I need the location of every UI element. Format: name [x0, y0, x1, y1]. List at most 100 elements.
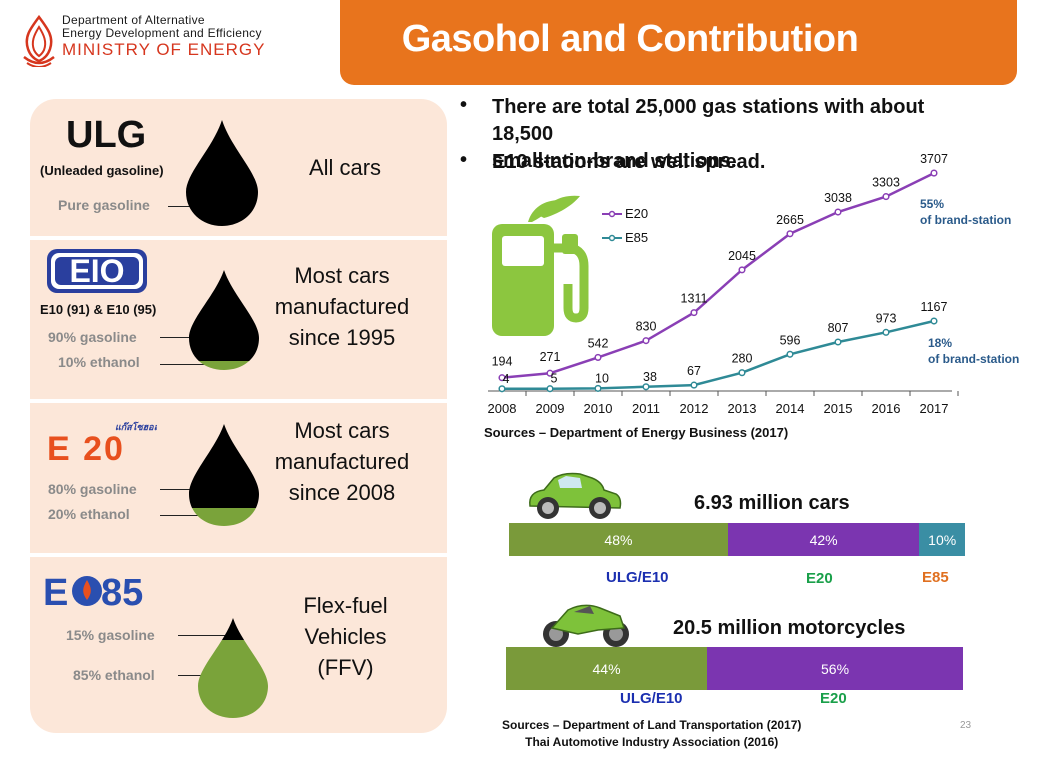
source-line: Thai Automotive Industry Association (20… — [525, 735, 779, 749]
data-point-e20 — [690, 309, 698, 317]
e20-desc-line: manufactured — [274, 449, 410, 474]
fuel-drop-e85-icon — [198, 618, 268, 718]
source-line: Sources – Department of Land Transportat… — [502, 718, 802, 732]
data-label-e20: 194 — [492, 355, 513, 369]
data-label-e20: 2665 — [776, 213, 804, 227]
data-label-e20: 3707 — [920, 152, 948, 166]
fuel-drop-e10-icon — [189, 270, 259, 370]
data-label-e85: 67 — [687, 364, 701, 378]
e20-logo-thai-text: แก๊สโซฮอล์ — [115, 421, 157, 432]
data-point-e85 — [594, 384, 602, 392]
e10-desc-line: since 1995 — [288, 325, 396, 350]
data-label-e20: 2045 — [728, 249, 756, 263]
data-label-e20: 271 — [540, 350, 561, 364]
share-segment: 10% — [919, 523, 965, 556]
e85-description: Flex-fuel Vehicles (FFV) — [288, 590, 403, 683]
data-label-e85: 973 — [876, 311, 897, 325]
data-point-e20 — [738, 266, 746, 274]
share-segment: 44% — [506, 647, 708, 690]
cars-share-bar: 48% 42% 10% — [509, 523, 965, 556]
cars-title: 6.93 million cars — [694, 492, 850, 514]
x-tick-label: 2014 — [776, 401, 805, 416]
e85-logo-icon: E 85 — [43, 572, 143, 610]
e20-desc-line: since 2008 — [288, 480, 396, 505]
x-tick-label: 2017 — [920, 401, 949, 416]
data-point-e85 — [882, 328, 890, 336]
data-point-e20 — [786, 230, 794, 238]
leader-line — [178, 635, 233, 636]
page-number: 23 — [960, 720, 972, 731]
data-point-e85 — [690, 381, 698, 389]
data-label-e20: 3038 — [824, 191, 852, 205]
data-label-e85: 280 — [732, 352, 753, 366]
leader-line — [160, 515, 220, 516]
data-point-e20 — [882, 193, 890, 201]
ulg-label: ULG — [66, 114, 147, 156]
data-label-e85: 596 — [780, 333, 801, 347]
fuel-drop-ulg-icon — [186, 120, 258, 226]
data-point-e20 — [594, 353, 602, 361]
data-label-e20: 542 — [588, 336, 609, 350]
series-line-e20 — [501, 171, 935, 379]
e85-ethanol: 85% ethanol — [73, 667, 155, 683]
bullet-marker: • — [460, 94, 468, 116]
cars-category-e20: E20 — [806, 570, 833, 587]
data-label-e85: 807 — [828, 321, 849, 335]
chart-source: Sources – Department of Energy Business … — [484, 425, 789, 440]
org-line-1: Department of Alternative — [62, 13, 205, 27]
fuel-pump-icon — [492, 195, 589, 336]
e85-gasoline: 15% gasoline — [66, 627, 155, 643]
share-segment: 42% — [727, 523, 920, 556]
x-tick-label: 2013 — [728, 401, 757, 416]
moto-category-e20: E20 — [820, 690, 847, 707]
data-label-e85: 1167 — [921, 300, 948, 314]
ministry-logo-text: Department of Alternative Energy Develop… — [62, 14, 265, 60]
bullet-line: There are total 25,000 gas stations with… — [492, 96, 925, 145]
x-tick-label: 2008 — [488, 401, 517, 416]
e10-desc-line: manufactured — [274, 294, 410, 319]
data-point-e20 — [498, 374, 506, 382]
e10-logo-icon: EIO — [47, 249, 147, 293]
e20-gasoline: 80% gasoline — [48, 481, 137, 497]
e85-share-note: 18% of brand-station — [928, 335, 1019, 367]
svg-text:E: E — [43, 572, 68, 610]
data-point-e20 — [930, 169, 938, 177]
x-tick-label: 2016 — [872, 401, 901, 416]
e20-share-note: 55% of brand-station — [920, 196, 1011, 228]
bullet-e10: E10 stations are well spread. — [492, 151, 766, 173]
cars-category-ulg-e10: ULG/E10 — [606, 569, 669, 586]
data-point-e85 — [642, 383, 650, 391]
data-label-e85: 5 — [551, 372, 558, 386]
ministry-flame-logo — [23, 15, 55, 67]
data-point-e20 — [546, 369, 554, 377]
cars-category-e85: E85 — [922, 569, 949, 586]
x-tick-label: 2015 — [824, 401, 853, 416]
share-value: 55% — [920, 197, 945, 211]
share-value: 18% — [928, 336, 953, 350]
e85-desc-line: Vehicles — [304, 624, 387, 649]
leader-line — [168, 206, 206, 207]
bullet-line: small-non-brand stations. — [492, 150, 737, 172]
ulg-description: All cars — [293, 152, 397, 183]
fuel-drop-e20-icon — [189, 424, 259, 526]
e85-desc-line: (FFV) — [317, 655, 374, 680]
e10-gasoline: 90% gasoline — [48, 329, 137, 345]
x-tick-label: 2012 — [680, 401, 709, 416]
page-title: Gasohol and Contribution — [401, 18, 859, 60]
chart-legend: E20 E85 — [602, 206, 648, 245]
e20-logo-icon: แก๊สโซฮอล์ E 20 — [47, 421, 157, 462]
e85-desc-line: Flex-fuel — [303, 593, 388, 618]
e10-desc-line: Most cars — [294, 263, 390, 288]
data-point-e85 — [498, 385, 506, 393]
x-tick-label: 2010 — [584, 401, 613, 416]
data-point-e85 — [546, 385, 554, 393]
series-line-e85 — [501, 319, 935, 391]
data-label-e85: 38 — [643, 370, 657, 384]
data-label-e20: 830 — [636, 320, 657, 334]
motorcycle-icon — [543, 604, 629, 647]
e20-description: Most cars manufactured since 2008 — [272, 415, 412, 508]
motorcycles-share-bar: 44% 56% — [506, 647, 963, 690]
svg-text:EIO: EIO — [69, 253, 124, 289]
e10-subtitle: E10 (91) & E10 (95) — [40, 302, 157, 317]
data-point-e85 — [930, 317, 938, 325]
